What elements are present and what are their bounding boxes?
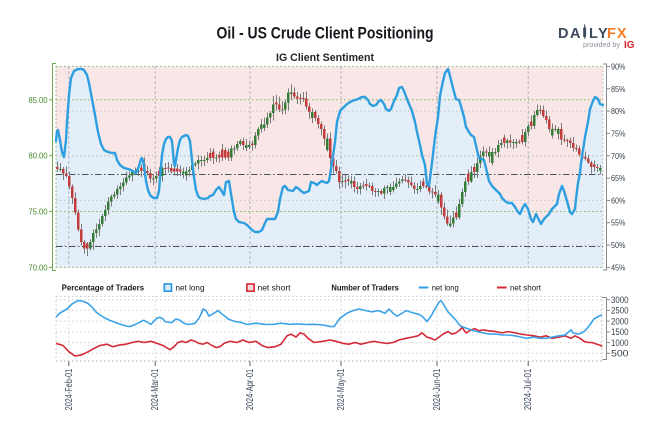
svg-text:IG Client Sentiment: IG Client Sentiment xyxy=(276,52,374,64)
svg-text:85%: 85% xyxy=(611,84,626,94)
svg-text:2024-Jul-01: 2024-Jul-01 xyxy=(523,368,534,410)
svg-text:Oil - US Crude Client Position: Oil - US Crude Client Positioning xyxy=(217,25,434,43)
svg-text:80%: 80% xyxy=(611,106,626,116)
svg-text:IG: IG xyxy=(624,39,635,51)
svg-text:45%: 45% xyxy=(611,262,626,272)
svg-text:Percentage of Traders: Percentage of Traders xyxy=(62,283,145,293)
svg-text:85.00: 85.00 xyxy=(29,95,48,105)
svg-text:FX: FX xyxy=(607,26,628,42)
svg-text:75.00: 75.00 xyxy=(29,207,48,217)
svg-text:70.00: 70.00 xyxy=(29,262,48,272)
svg-text:65%: 65% xyxy=(611,173,626,183)
svg-text:2500: 2500 xyxy=(611,306,629,317)
svg-text:2024-Mar-01: 2024-Mar-01 xyxy=(150,368,161,410)
svg-text:net long: net long xyxy=(176,283,205,293)
svg-text:DA: DA xyxy=(558,26,582,42)
svg-text:60%: 60% xyxy=(611,195,626,205)
svg-text:2024-Feb-01: 2024-Feb-01 xyxy=(64,368,75,410)
svg-text:Number of Traders: Number of Traders xyxy=(331,283,399,293)
svg-text:500: 500 xyxy=(611,349,629,360)
svg-text:1500: 1500 xyxy=(611,327,629,338)
svg-text:75%: 75% xyxy=(611,128,626,138)
svg-text:2000: 2000 xyxy=(611,316,629,327)
svg-text:net short: net short xyxy=(258,283,292,293)
svg-text:net long: net long xyxy=(432,283,459,293)
svg-text:90%: 90% xyxy=(611,61,626,71)
svg-text:50%: 50% xyxy=(611,240,626,250)
svg-text:1000: 1000 xyxy=(611,338,629,349)
svg-text:2024-Apr-01: 2024-Apr-01 xyxy=(245,368,256,410)
svg-text:net short: net short xyxy=(510,283,542,293)
svg-text:80.00: 80.00 xyxy=(29,151,48,161)
svg-text:2024-Jun-01: 2024-Jun-01 xyxy=(432,368,443,410)
svg-text:LY: LY xyxy=(589,26,609,42)
svg-text:provided by: provided by xyxy=(583,40,620,49)
svg-text:3000: 3000 xyxy=(611,295,629,306)
svg-text:70%: 70% xyxy=(611,151,626,161)
svg-text:2024-May-01: 2024-May-01 xyxy=(336,368,347,410)
svg-text:55%: 55% xyxy=(611,218,626,228)
